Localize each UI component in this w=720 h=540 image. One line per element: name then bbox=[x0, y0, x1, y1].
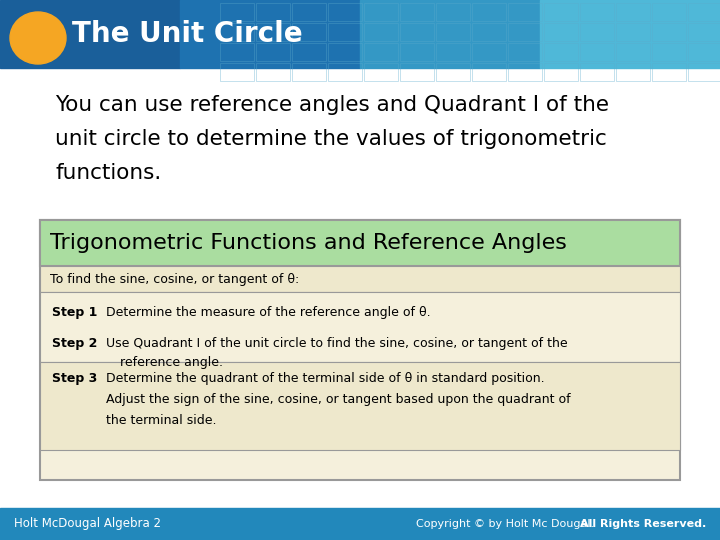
Bar bbox=[616, 23, 650, 41]
Bar bbox=[220, 43, 254, 61]
Bar bbox=[364, 63, 398, 81]
Bar bbox=[292, 3, 326, 21]
Bar bbox=[400, 43, 434, 61]
Bar bbox=[472, 43, 506, 61]
Bar bbox=[292, 63, 326, 81]
Bar bbox=[652, 23, 686, 41]
Bar bbox=[256, 43, 290, 61]
Bar bbox=[256, 3, 290, 21]
Bar bbox=[436, 3, 470, 21]
Bar bbox=[580, 3, 614, 21]
Bar bbox=[256, 23, 290, 41]
Bar bbox=[256, 63, 290, 81]
Text: You can use reference angles and Quadrant I of the: You can use reference angles and Quadran… bbox=[55, 95, 609, 115]
Bar bbox=[40, 220, 680, 480]
Bar bbox=[544, 23, 578, 41]
Bar bbox=[328, 23, 362, 41]
Bar bbox=[400, 3, 434, 21]
Text: Trigonometric Functions and Reference Angles: Trigonometric Functions and Reference An… bbox=[50, 233, 567, 253]
Bar bbox=[328, 43, 362, 61]
Bar bbox=[0, 68, 720, 508]
Bar bbox=[364, 23, 398, 41]
Bar bbox=[0, 68, 720, 508]
Bar bbox=[364, 3, 398, 21]
Bar bbox=[400, 23, 434, 41]
Bar bbox=[508, 43, 542, 61]
Text: Step 3: Step 3 bbox=[52, 372, 97, 385]
Bar bbox=[40, 220, 680, 266]
Text: Step 1: Step 1 bbox=[52, 306, 97, 319]
Bar bbox=[616, 43, 650, 61]
Bar bbox=[580, 43, 614, 61]
Text: reference angle.: reference angle. bbox=[120, 356, 223, 369]
Bar bbox=[616, 63, 650, 81]
Text: Determine the quadrant of the terminal side of θ in standard position.: Determine the quadrant of the terminal s… bbox=[106, 372, 544, 385]
Bar bbox=[508, 3, 542, 21]
Bar bbox=[580, 23, 614, 41]
Bar bbox=[544, 43, 578, 61]
Bar bbox=[436, 43, 470, 61]
Bar bbox=[652, 3, 686, 21]
Text: Holt McDougal Algebra 2: Holt McDougal Algebra 2 bbox=[14, 517, 161, 530]
Text: unit circle to determine the values of trigonometric: unit circle to determine the values of t… bbox=[55, 129, 607, 149]
Text: Step 2: Step 2 bbox=[52, 337, 97, 350]
Ellipse shape bbox=[10, 12, 66, 64]
Bar bbox=[472, 63, 506, 81]
Bar bbox=[688, 43, 720, 61]
Bar bbox=[364, 43, 398, 61]
Bar bbox=[472, 23, 506, 41]
Bar bbox=[220, 63, 254, 81]
Bar bbox=[688, 63, 720, 81]
Text: Adjust the sign of the sine, cosine, or tangent based upon the quadrant of: Adjust the sign of the sine, cosine, or … bbox=[106, 393, 571, 406]
Text: The Unit Circle: The Unit Circle bbox=[72, 20, 302, 48]
Bar bbox=[180, 0, 360, 68]
Bar bbox=[328, 63, 362, 81]
Bar bbox=[436, 63, 470, 81]
Bar bbox=[40, 292, 680, 362]
Bar bbox=[0, 508, 720, 540]
Bar bbox=[472, 3, 506, 21]
Bar bbox=[616, 3, 650, 21]
Text: Use Quadrant I of the unit circle to find the sine, cosine, or tangent of the: Use Quadrant I of the unit circle to fin… bbox=[106, 337, 567, 350]
Bar bbox=[292, 23, 326, 41]
Bar bbox=[652, 43, 686, 61]
Bar bbox=[688, 23, 720, 41]
Bar bbox=[328, 3, 362, 21]
Bar bbox=[580, 63, 614, 81]
Text: All Rights Reserved.: All Rights Reserved. bbox=[580, 519, 706, 529]
Bar bbox=[544, 63, 578, 81]
Text: Copyright © by Holt Mc Dougal.: Copyright © by Holt Mc Dougal. bbox=[416, 519, 598, 529]
Bar bbox=[292, 43, 326, 61]
Bar bbox=[40, 266, 680, 292]
Text: the terminal side.: the terminal side. bbox=[106, 414, 217, 427]
Bar bbox=[508, 23, 542, 41]
Bar bbox=[544, 3, 578, 21]
Text: Determine the measure of the reference angle of θ.: Determine the measure of the reference a… bbox=[106, 306, 431, 319]
Bar bbox=[652, 63, 686, 81]
Bar bbox=[540, 0, 720, 68]
Text: functions.: functions. bbox=[55, 163, 161, 183]
Text: To find the sine, cosine, or tangent of θ:: To find the sine, cosine, or tangent of … bbox=[50, 273, 300, 286]
Bar bbox=[0, 0, 180, 68]
Bar bbox=[436, 23, 470, 41]
Bar bbox=[508, 63, 542, 81]
Bar bbox=[220, 3, 254, 21]
Bar bbox=[40, 362, 680, 450]
Bar bbox=[360, 0, 540, 68]
Bar bbox=[688, 3, 720, 21]
Bar bbox=[220, 23, 254, 41]
Bar bbox=[400, 63, 434, 81]
